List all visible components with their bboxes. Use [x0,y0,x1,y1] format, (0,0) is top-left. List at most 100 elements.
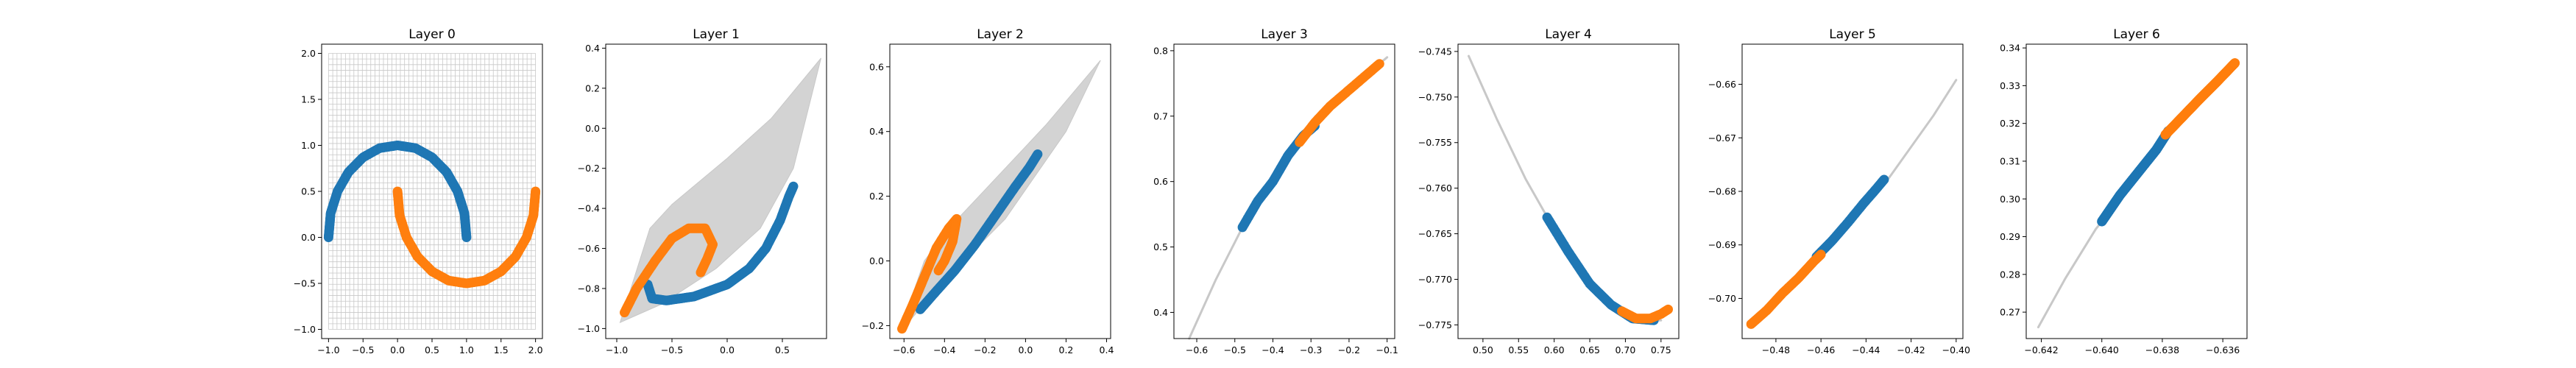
x-tick-label: −0.3 [1300,344,1322,355]
x-tick-label: 0.0 [390,344,405,355]
x-tick-label: −0.640 [2085,344,2119,355]
panel-title: Layer 4 [1545,27,1592,42]
y-tick-label: 0.4 [585,43,600,54]
x-tick-label: −0.4 [1262,344,1284,355]
y-tick-label: −0.8 [578,283,600,294]
x-tick-label: −0.5 [661,344,683,355]
x-tick-label: −0.2 [974,344,996,355]
data-point [788,181,799,191]
axes-frame [1457,43,1680,339]
y-tick-label: −0.775 [1418,319,1452,330]
y-tick-label: −0.745 [1418,46,1452,57]
series-blue [1811,174,1889,262]
y-tick-label: −0.66 [1708,79,1736,90]
x-tick-label: −0.44 [1852,344,1880,355]
y-tick-label: 0.32 [2000,118,2020,129]
x-tick-label: −0.4 [933,344,955,355]
y-tick-label: 0.28 [2000,269,2020,280]
panel-layer-3: −0.6 −0.5 −0.4 −0.3 −0.2 −0.1 0.4 0.5 0.6 0.7 0.8 L… [1153,27,1398,355]
x-tick-label: 1.5 [494,344,509,355]
panel-title: Layer 2 [977,27,1024,42]
y-tick-label: 0.27 [2000,307,2020,318]
x-tick-label: 0.50 [1473,344,1493,355]
y-tick-label: 0.33 [2000,80,2020,91]
x-tick-label: 2.0 [528,344,543,355]
mesh-area [619,57,821,324]
x-tick-label: −0.642 [2024,344,2058,355]
panel-layer-6: −0.642 −0.640 −0.638 −0.636 0.27 0.28 0.29 0.30… [2000,27,2248,355]
y-tick-label: −0.67 [1708,132,1736,144]
y-tick-label: −0.5 [294,278,316,289]
y-tick-label: 0.34 [2000,43,2020,54]
data-point [1816,250,1826,260]
y-tick-label: −0.765 [1418,228,1452,239]
y-tick-label: 0.29 [2000,231,2020,242]
series-blue [2097,126,2173,227]
y-tick-label: −0.69 [1708,239,1736,250]
x-tick-label: −1.0 [606,344,628,355]
x-tick-label: 0.65 [1579,344,1600,355]
y-tick-label: 1.5 [301,94,316,105]
y-tick-label: 0.7 [1153,110,1168,121]
series-blue [643,181,799,305]
series-blue [1542,212,1659,325]
series-orange [1746,250,1826,329]
x-tick-label: −0.638 [2145,344,2179,355]
y-tick-label: −0.2 [578,163,600,174]
series-orange [620,223,718,318]
x-tick-label: −0.46 [1807,344,1835,355]
y-tick-label: −0.4 [578,203,600,214]
x-tick-label: 0.0 [1018,344,1033,355]
x-tick-label: 0.4 [1100,344,1114,355]
y-tick-label: 0.6 [869,61,884,72]
x-tick-label: −0.5 [1224,344,1246,355]
series-orange [1617,304,1673,324]
x-tick-label: −0.6 [1186,344,1208,355]
data-point [1374,59,1384,69]
axes-frame [889,43,1111,339]
y-tick-label: 0.4 [1153,307,1168,318]
y-tick-label: 0.8 [1153,45,1168,56]
y-tick-label: 0.6 [1153,176,1168,187]
y-tick-label: −0.755 [1418,137,1452,148]
x-tick-label: 0.75 [1651,344,1671,355]
data-point [1879,174,1889,185]
series-orange [2160,58,2240,140]
x-tick-label: −0.636 [2206,344,2240,355]
data-point [1033,149,1043,159]
series-orange [897,213,962,334]
x-tick-label: −0.6 [893,344,915,355]
axes-frame [1173,43,1395,339]
y-tick-label: 0.0 [585,123,600,134]
panel-layer-4: 0.50 0.55 0.60 0.65 0.70 0.75 −0.775 −0.770 −0.7… [1418,27,1680,355]
y-tick-label: −0.770 [1418,274,1452,285]
panel-layer-1: −1.0 −0.5 0.0 0.5 −1.0 −0.8 −0.6 −0.4 −0.2 0.0 0.2… [578,27,827,355]
data-point [531,186,541,197]
y-tick-label: −0.2 [862,320,884,331]
data-point [461,233,472,242]
panel-layer-2: −0.6 −0.4 −0.2 0.0 0.2 0.4 −0.2 0.0 0.2 0.4 0.6 Lay… [862,27,1114,355]
x-tick-label: −0.40 [1942,344,1970,355]
panel-title: Layer 0 [408,27,456,42]
x-tick-label: 0.60 [1544,344,1565,355]
x-tick-label: −0.42 [1897,344,1925,355]
y-tick-label: 0.0 [869,255,884,266]
panel-layer-0: −1.0 −0.5 0.0 0.5 1.0 1.5 2.0 −1.0 −0.5 0.0 0.5 1.0… [294,27,543,355]
mesh-curve [1188,56,1389,340]
axes-frame [605,43,827,339]
x-tick-label: −0.1 [1376,344,1398,355]
data-point [696,267,706,277]
y-tick-label: −0.70 [1708,293,1736,304]
y-tick-label: −1.0 [578,323,600,334]
mesh-area [899,60,1101,333]
axes-frame [2025,43,2248,339]
y-tick-label: −0.750 [1418,91,1452,102]
y-tick-label: −0.6 [578,243,600,254]
y-tick-label: −0.68 [1708,186,1736,197]
y-tick-label: 0.2 [869,191,884,202]
y-tick-label: 0.30 [2000,194,2020,205]
data-point [933,266,944,276]
data-point [2230,58,2240,68]
panel-layer-5: −0.48 −0.46 −0.44 −0.42 −0.40 −0.70 −0.69 −0.68… [1708,27,1970,355]
y-tick-label: 0.5 [301,186,316,197]
